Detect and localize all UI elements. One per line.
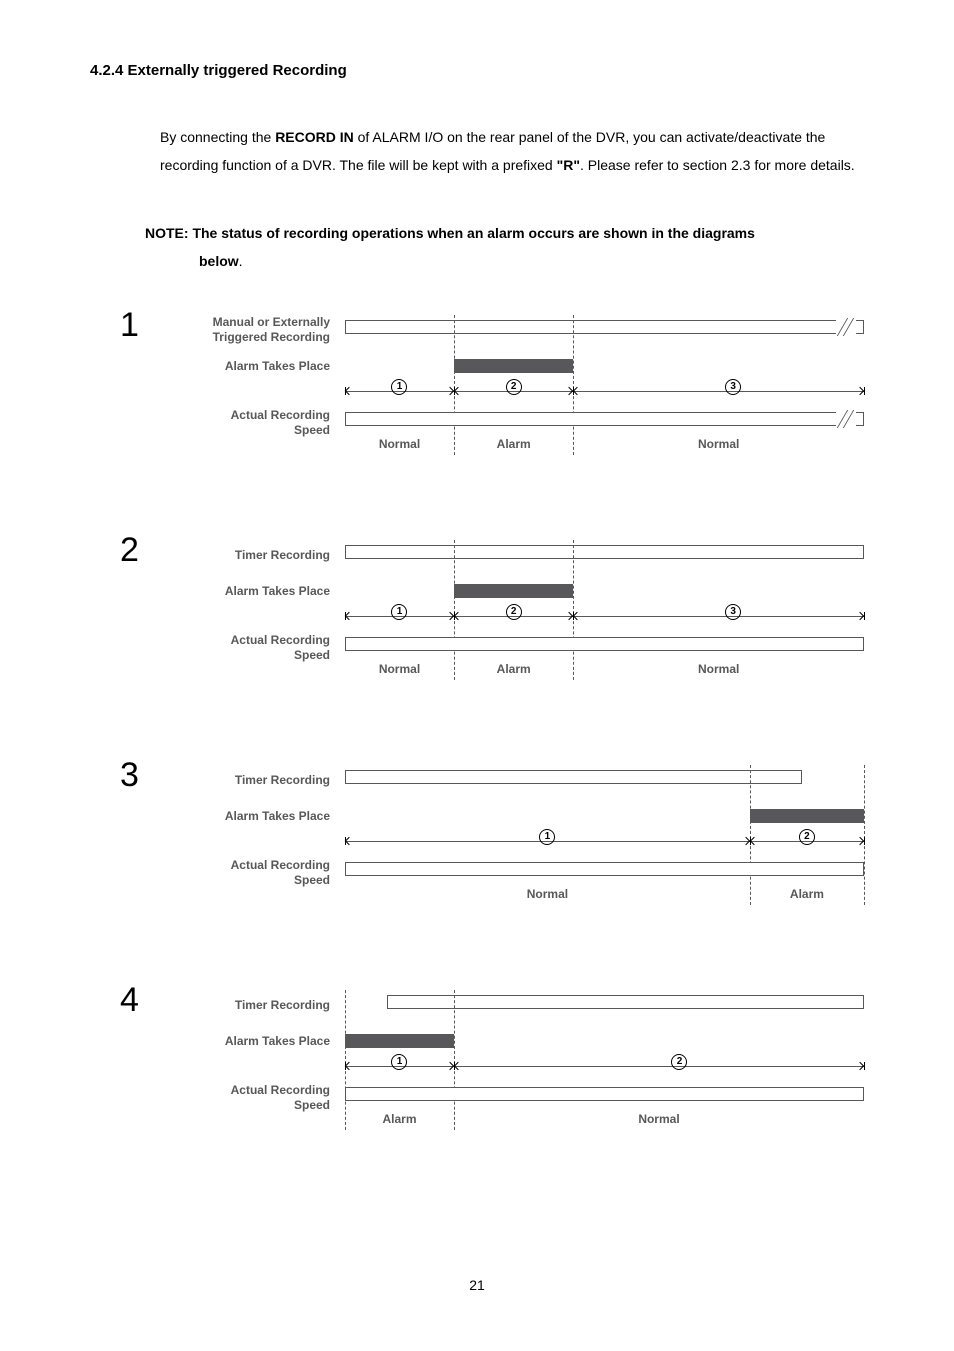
- circled-number: 2: [506, 604, 522, 620]
- track-row1: [345, 770, 802, 784]
- track-row3: [345, 862, 864, 876]
- arrow-left-icon: [573, 386, 581, 394]
- segment-line: [573, 391, 864, 392]
- label-actual-speed: Actual RecordingSpeed: [130, 858, 330, 889]
- track-row1: [345, 320, 864, 334]
- segment-label: Alarm: [497, 660, 531, 678]
- dashed-separator: [864, 765, 865, 905]
- diagram-1: 1 Manual or ExternallyTriggered Recording…: [120, 315, 864, 480]
- segment-label: Normal: [379, 660, 420, 678]
- hatch-icon: [836, 412, 856, 426]
- label-row1: Manual or ExternallyTriggered Recording: [130, 315, 330, 346]
- label-alarm-takes-place: Alarm Takes Place: [130, 584, 330, 600]
- alarm-fill: [454, 359, 573, 373]
- track-row1: [387, 995, 864, 1009]
- arrow-left-icon: [573, 611, 581, 619]
- body-post: . Please refer to section 2.3 for more d…: [580, 157, 855, 173]
- segment-label: Normal: [698, 435, 739, 453]
- track-row1: [345, 545, 864, 559]
- circled-number: 3: [725, 604, 741, 620]
- circled-number: 1: [391, 604, 407, 620]
- segment-label: Alarm: [382, 1110, 416, 1128]
- circled-number: 2: [506, 379, 522, 395]
- note-text: The status of recording operations when …: [145, 225, 755, 269]
- label-actual-speed: Actual RecordingSpeed: [130, 633, 330, 664]
- arrow-right-icon: [856, 836, 864, 844]
- body-bold-1: RECORD IN: [275, 129, 354, 145]
- dashed-separator: [750, 765, 751, 905]
- diagram-3: 3Timer RecordingAlarm Takes PlaceActual …: [120, 765, 864, 930]
- dashed-separator: [573, 540, 574, 680]
- label-actual-speed: Actual RecordingSpeed: [130, 1083, 330, 1114]
- arrow-left-icon: [345, 836, 353, 844]
- circled-number: 1: [391, 379, 407, 395]
- note-tail: .: [239, 253, 243, 269]
- circled-number: 2: [671, 1054, 687, 1070]
- label-row1: Timer Recording: [130, 548, 330, 564]
- body-pre: By connecting the: [160, 129, 275, 145]
- circled-number: 2: [799, 829, 815, 845]
- label-row1: Timer Recording: [130, 998, 330, 1014]
- arrow-left-icon: [454, 611, 462, 619]
- track-row3: [345, 1087, 864, 1101]
- arrow-left-icon: [750, 836, 758, 844]
- section-title: 4.2.4 Externally triggered Recording: [90, 60, 864, 83]
- arrow-left-icon: [454, 1061, 462, 1069]
- label-row1: Timer Recording: [130, 773, 330, 789]
- circled-number: 1: [539, 829, 555, 845]
- label-alarm-takes-place: Alarm Takes Place: [130, 1034, 330, 1050]
- label-alarm-takes-place: Alarm Takes Place: [130, 359, 330, 375]
- alarm-fill: [750, 809, 864, 823]
- arrow-right-icon: [856, 1061, 864, 1069]
- alarm-fill: [454, 584, 573, 598]
- dashed-separator: [454, 315, 455, 455]
- circled-number: 1: [391, 1054, 407, 1070]
- circled-number: 3: [725, 379, 741, 395]
- page-number: 21: [90, 1275, 864, 1296]
- arrow-left-icon: [345, 611, 353, 619]
- dashed-separator: [454, 540, 455, 680]
- segment-line: [454, 1066, 864, 1067]
- note-head: NOTE:: [145, 225, 192, 241]
- note-block: NOTE: The status of recording operations…: [145, 219, 864, 275]
- segment-line: [573, 616, 864, 617]
- dashed-separator: [573, 315, 574, 455]
- label-actual-speed: Actual RecordingSpeed: [130, 408, 330, 439]
- alarm-fill: [345, 1034, 454, 1048]
- segment-label: Alarm: [497, 435, 531, 453]
- arrow-right-icon: [856, 611, 864, 619]
- arrow-left-icon: [454, 386, 462, 394]
- diagram-2: 2 Timer Recording Alarm Takes Place Actual …: [120, 540, 864, 705]
- hatch-icon: [836, 320, 856, 334]
- body-bold-2: "R": [557, 157, 580, 173]
- segment-label: Normal: [638, 1110, 679, 1128]
- dashed-separator: [454, 990, 455, 1130]
- dashed-separator: [345, 990, 346, 1130]
- track-row3: [345, 637, 864, 651]
- segment-label: Normal: [527, 885, 568, 903]
- arrow-left-icon: [345, 386, 353, 394]
- segment-label: Normal: [698, 660, 739, 678]
- track-row3: [345, 412, 864, 426]
- segment-label: Normal: [379, 435, 420, 453]
- diagram-4: 4Timer RecordingAlarm Takes PlaceActual …: [120, 990, 864, 1155]
- label-alarm-takes-place: Alarm Takes Place: [130, 809, 330, 825]
- arrow-left-icon: [345, 1061, 353, 1069]
- segment-label: Alarm: [790, 885, 824, 903]
- body-paragraph: By connecting the RECORD IN of ALARM I/O…: [160, 123, 864, 179]
- arrow-right-icon: [856, 386, 864, 394]
